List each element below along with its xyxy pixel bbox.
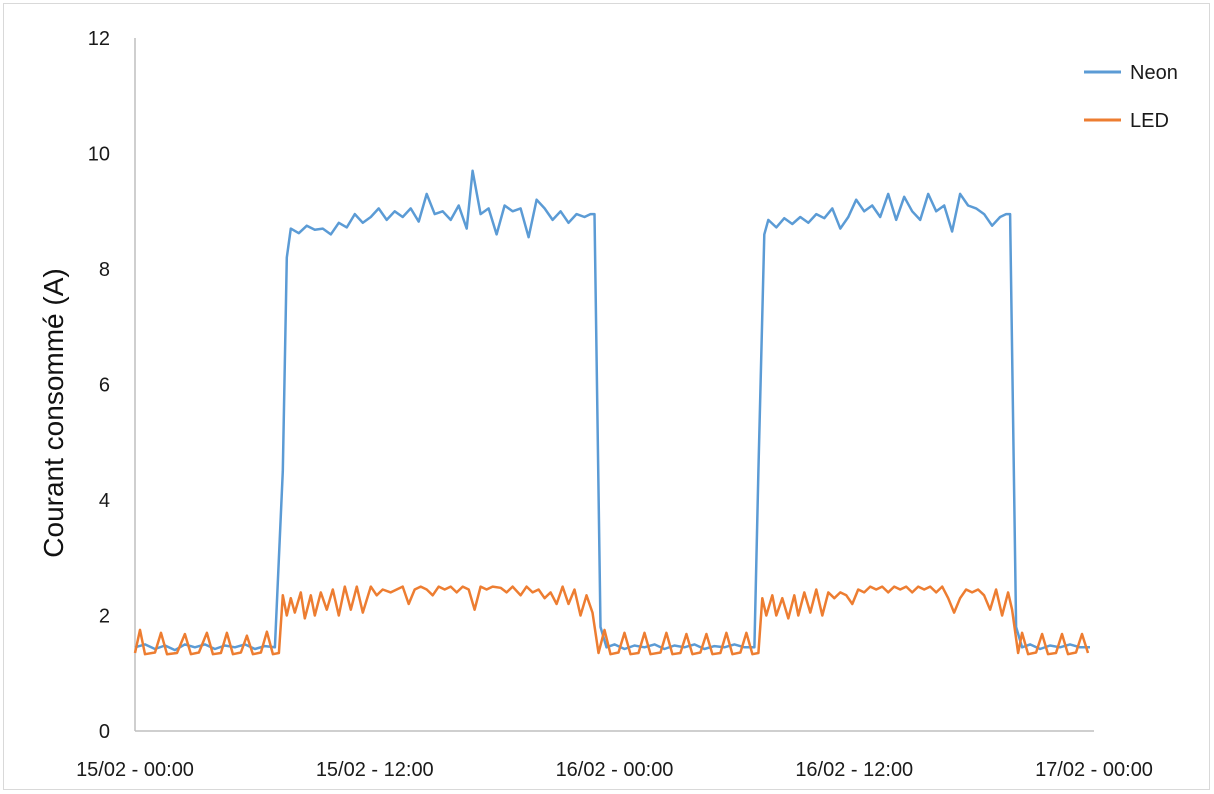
y-tick-label: 6: [99, 375, 110, 397]
x-tick-label: 16/02 - 00:00: [556, 759, 674, 781]
series-line-led: [133, 585, 1090, 656]
y-tick-label: 4: [99, 490, 110, 512]
y-tick-labels: 0 2 4 6 8 10 12: [88, 28, 110, 743]
y-tick-label: 8: [99, 259, 110, 281]
chart-frame: [3, 3, 1210, 790]
legend-label-led: LED: [1130, 110, 1169, 132]
series-line-neon: [134, 169, 1090, 652]
y-axis-label: Courant consommé (A): [38, 268, 69, 557]
x-tick-labels: 15/02 - 00:00 15/02 - 12:00 16/02 - 00:00 1…: [76, 759, 1153, 781]
x-tick-label: 17/02 - 00:00: [1035, 759, 1153, 781]
y-tick-label: 12: [88, 28, 110, 50]
x-tick-label: 15/02 - 12:00: [316, 759, 434, 781]
y-tick-label: 0: [99, 721, 110, 743]
y-tick-label: 10: [88, 144, 110, 166]
x-tick-label: 16/02 - 12:00: [795, 759, 913, 781]
legend-label-neon: Neon: [1130, 62, 1178, 84]
y-tick-label: 2: [99, 606, 110, 628]
legend: Neon LED: [1084, 62, 1178, 132]
x-tick-label: 15/02 - 00:00: [76, 759, 194, 781]
series-lines: [133, 169, 1090, 656]
